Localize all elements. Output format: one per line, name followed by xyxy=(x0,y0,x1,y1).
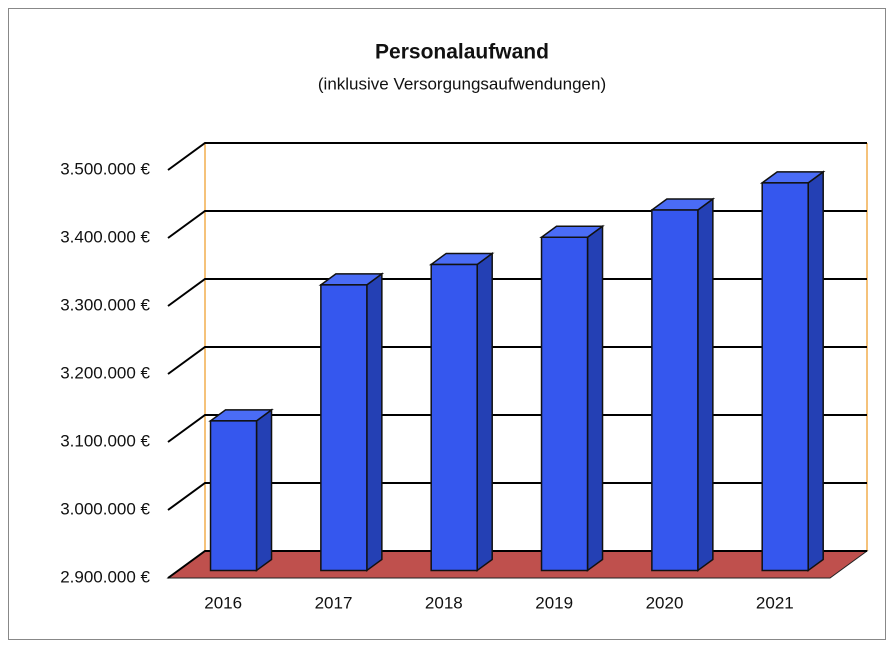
y-tick-label: 3.300.000 € xyxy=(60,295,150,314)
chart-title: Personalaufwand xyxy=(375,41,549,64)
bar-front xyxy=(540,236,589,572)
bar-side xyxy=(476,251,493,572)
grid-line xyxy=(167,142,867,171)
grid-line xyxy=(167,482,867,511)
bar-side xyxy=(697,197,714,572)
bar-side xyxy=(807,170,824,572)
bar xyxy=(649,197,716,572)
grid-line xyxy=(167,278,867,307)
y-tick-label: 2.900.000 € xyxy=(60,567,150,586)
grid-line xyxy=(167,346,867,375)
chart-subtitle: (inklusive Versorgungsaufwendungen) xyxy=(318,74,606,93)
x-tick-label: 2020 xyxy=(646,593,684,612)
grid-line xyxy=(167,414,867,443)
bar xyxy=(208,408,274,572)
y-tick-label: 3.400.000 € xyxy=(60,227,150,246)
bar xyxy=(759,170,826,572)
bar-front xyxy=(320,284,368,572)
grid-line xyxy=(167,210,867,239)
x-tick-label: 2021 xyxy=(756,593,794,612)
x-tick-label: 2018 xyxy=(425,593,463,612)
y-tick-label: 3.200.000 € xyxy=(60,363,150,382)
bar xyxy=(318,272,385,572)
y-tick-label: 3.500.000 € xyxy=(60,159,150,178)
bar-side xyxy=(366,272,383,572)
y-tick-label: 3.000.000 € xyxy=(60,499,150,518)
x-tick-label: 2017 xyxy=(315,593,353,612)
bar-front xyxy=(209,420,258,572)
bar xyxy=(428,251,495,572)
x-tick-label: 2019 xyxy=(535,593,573,612)
grid-line xyxy=(167,550,867,579)
bar xyxy=(539,224,605,572)
bar-side xyxy=(586,224,604,572)
y-tick-label: 3.100.000 € xyxy=(60,431,150,450)
bar-front xyxy=(651,209,699,572)
bar-front xyxy=(761,182,809,572)
bar-front xyxy=(430,263,478,572)
bar-side xyxy=(255,408,273,572)
x-tick-label: 2016 xyxy=(204,593,242,612)
